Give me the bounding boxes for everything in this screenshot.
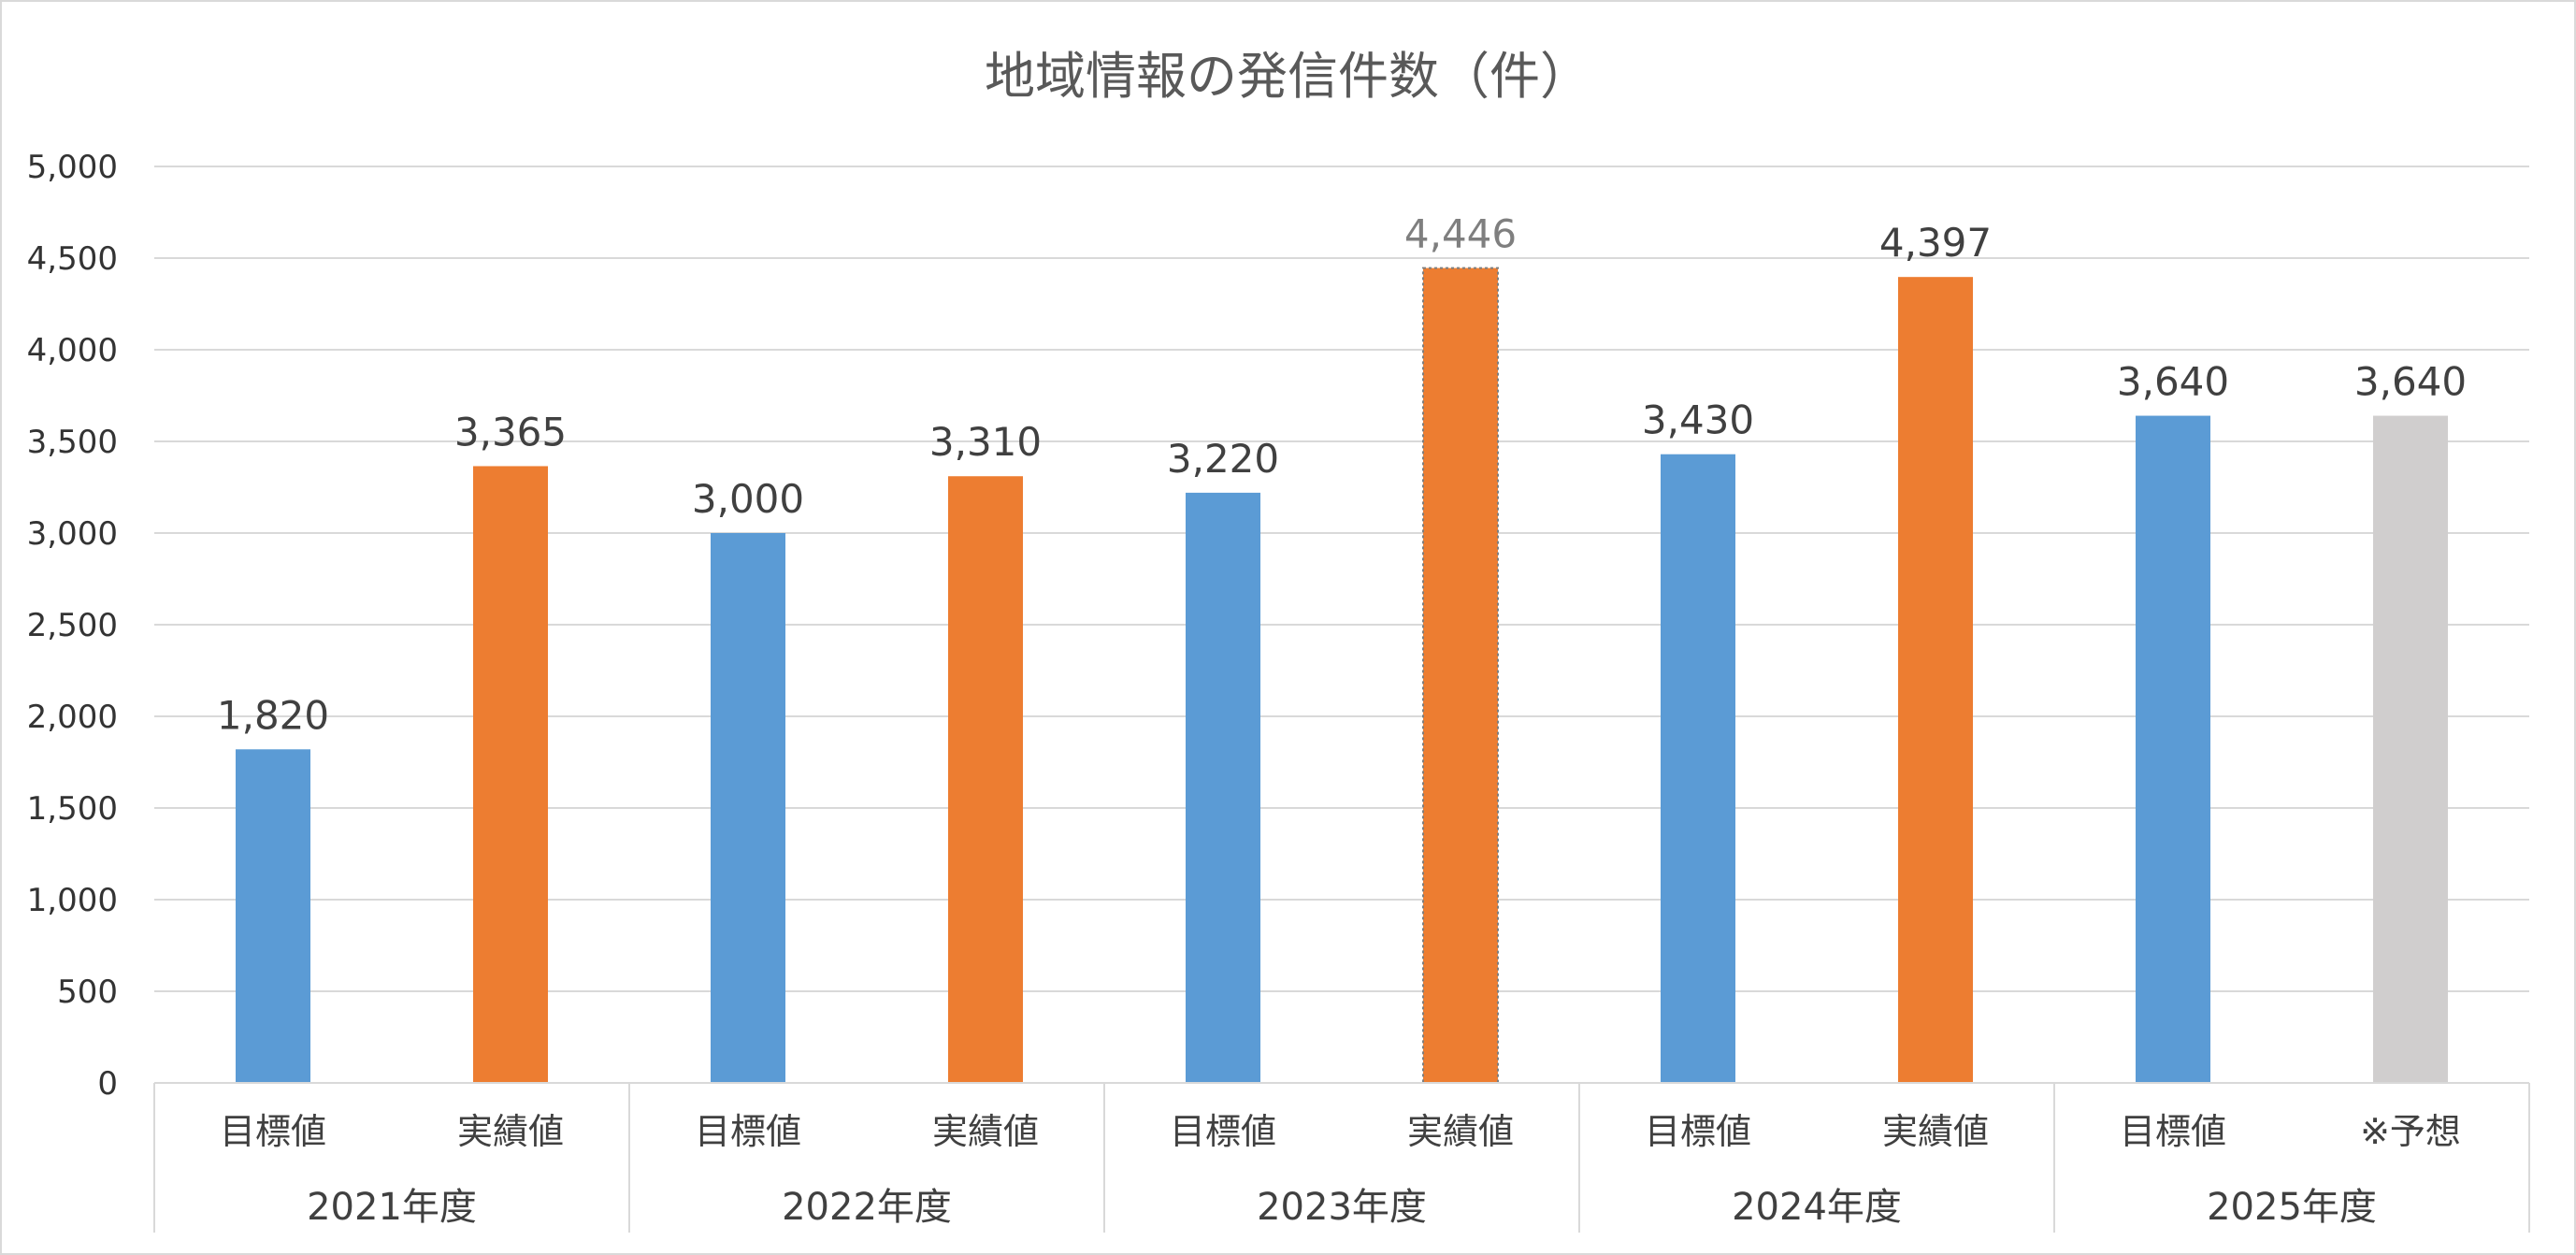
- data-label: 3,220: [1167, 436, 1279, 482]
- y-tick-label: 3,000: [27, 515, 118, 553]
- bar: [1898, 277, 1973, 1083]
- x-category-label: 実績値: [932, 1111, 1039, 1152]
- x-group-label: 2025年度: [2207, 1186, 2377, 1229]
- x-group-label: 2023年度: [1257, 1186, 1427, 1229]
- data-label: 1,820: [217, 692, 329, 738]
- data-label: 3,365: [454, 409, 567, 454]
- bars: [236, 267, 2448, 1085]
- y-tick-label: 1,500: [27, 790, 118, 828]
- x-category-label: 目標値: [695, 1111, 801, 1152]
- data-label: 3,640: [2117, 359, 2229, 405]
- data-label: 3,640: [2354, 359, 2467, 405]
- x-axis: 目標値 実績値 2021年度 目標値 実績値 2022年度 目標値 実績値 2023年度 目標値 実…: [153, 1082, 2530, 1233]
- bar: [1661, 454, 1735, 1084]
- chart-title: 地域情報の発信件数（件）: [985, 47, 1590, 106]
- y-axis-ticks: 0 500 1,000 1,500 2,000 2,500 3,000 3,500 4,000 4…: [27, 149, 118, 1103]
- data-label: 3,430: [1642, 397, 1754, 443]
- bar: [1186, 492, 1260, 1083]
- x-category-label: 実績値: [1407, 1111, 1514, 1152]
- data-labels: 1,820 3,365 3,000 3,310 3,220 4,446 3,430 4,397…: [217, 211, 2467, 739]
- y-tick-label: 4,000: [27, 332, 118, 369]
- bar: [473, 466, 548, 1084]
- y-tick-label: 2,500: [27, 607, 118, 644]
- x-category-label: 実績値: [457, 1111, 564, 1152]
- gridlines: [154, 166, 2529, 992]
- x-category-label: ※予想: [2360, 1111, 2461, 1152]
- data-label: 3,000: [692, 476, 804, 522]
- y-tick-label: 0: [97, 1065, 118, 1103]
- y-tick-label: 3,500: [27, 424, 118, 461]
- bar: [711, 533, 785, 1083]
- x-group-label: 2021年度: [307, 1186, 477, 1229]
- y-tick-label: 500: [57, 974, 118, 1011]
- x-group-label: 2024年度: [1732, 1186, 1902, 1229]
- data-label: 4,446: [1404, 211, 1517, 257]
- bar: [2136, 415, 2210, 1083]
- bar: [948, 476, 1023, 1083]
- bar: [236, 749, 310, 1083]
- y-tick-label: 1,000: [27, 882, 118, 919]
- bar: [1422, 267, 1499, 1085]
- x-category-label: 実績値: [1882, 1111, 1989, 1152]
- y-tick-label: 5,000: [27, 149, 118, 186]
- bar: [2373, 415, 2448, 1083]
- x-category-label: 目標値: [1645, 1111, 1751, 1152]
- y-tick-label: 4,500: [27, 240, 118, 278]
- data-label: 4,397: [1879, 220, 1992, 266]
- x-category-label: 目標値: [2120, 1111, 2226, 1152]
- x-group-label: 2022年度: [782, 1186, 952, 1229]
- y-tick-label: 2,000: [27, 699, 118, 736]
- x-category-label: 目標値: [1170, 1111, 1276, 1152]
- x-category-label: 目標値: [220, 1111, 326, 1152]
- data-label: 3,310: [929, 419, 1042, 465]
